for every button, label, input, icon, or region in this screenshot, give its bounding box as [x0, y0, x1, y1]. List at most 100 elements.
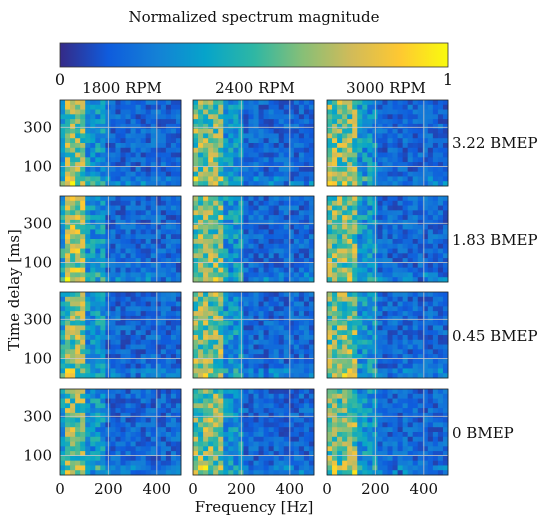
heatmap-cell [397, 166, 404, 173]
heatmap-cell [165, 349, 172, 355]
heatmap-cell [332, 200, 338, 206]
heatmap-cell [417, 133, 424, 139]
heatmap-cell [160, 100, 167, 106]
heatmap-cell [332, 320, 338, 326]
heatmap-cell [263, 219, 270, 226]
heatmap-cell [165, 417, 172, 423]
heatmap-cell [422, 296, 429, 302]
heatmap-cell [198, 248, 204, 254]
heatmap-cell [95, 166, 101, 173]
heatmap-cell [75, 296, 81, 302]
heatmap-cell [80, 133, 86, 139]
heatmap-cell [432, 393, 439, 399]
heatmap-cell [243, 123, 249, 130]
heatmap-cell [80, 171, 86, 177]
heatmap-cell [95, 152, 101, 158]
heatmap-cell [263, 398, 270, 404]
heatmap-cell [367, 368, 373, 374]
heatmap-cell [342, 243, 348, 249]
heatmap-cell [115, 277, 121, 283]
heatmap-cell [327, 408, 333, 414]
heatmap-cell [233, 234, 239, 240]
heatmap-cell [95, 389, 101, 395]
heatmap-cell [253, 358, 259, 365]
heatmap-cell [85, 349, 91, 355]
heatmap-cell [150, 455, 157, 462]
heatmap-cell [387, 296, 393, 302]
heatmap-cell [248, 176, 254, 182]
heatmap-cell [278, 363, 285, 369]
heatmap-cell [273, 451, 280, 457]
heatmap-cell [427, 205, 434, 211]
heatmap-cell [218, 215, 224, 221]
heatmap-cell [110, 470, 116, 476]
heatmap-cell [198, 176, 204, 182]
heatmap-cell [288, 358, 295, 365]
heatmap-cell [65, 460, 71, 466]
heatmap-cell [125, 470, 131, 476]
heatmap-cell [100, 152, 106, 158]
heatmap-cell [60, 196, 66, 202]
heatmap-cell [367, 152, 373, 158]
heatmap-cell [402, 128, 409, 134]
heatmap-cell [223, 320, 229, 326]
heatmap-cell [135, 339, 142, 345]
heatmap-cell [208, 451, 214, 457]
heatmap-cell [298, 171, 305, 177]
heatmap-cell [382, 229, 388, 235]
heatmap-cell [382, 330, 388, 336]
heatmap-cell [120, 104, 126, 110]
heatmap-cell [90, 465, 96, 471]
heatmap-cell [60, 267, 66, 273]
heatmap-cell [253, 320, 259, 326]
heatmap-cell [198, 171, 204, 177]
heatmap-cell [402, 176, 409, 182]
heatmap-cell [412, 109, 419, 115]
heatmap-cell [337, 262, 343, 269]
heatmap-cell [248, 460, 254, 466]
heatmap-cell [278, 296, 285, 302]
heatmap-cell [213, 292, 219, 298]
heatmap-cell [155, 119, 162, 125]
heatmap-cell [150, 417, 157, 423]
heatmap-cell [145, 147, 152, 153]
heatmap-cell [293, 422, 300, 428]
heatmap-cell [422, 109, 429, 115]
heatmap-cell [308, 114, 315, 120]
heatmap-cell [115, 315, 121, 322]
heatmap-cell [367, 315, 373, 322]
heatmap-cell [283, 441, 290, 447]
heatmap-cell [155, 176, 162, 182]
heatmap-cell [193, 219, 199, 226]
heatmap-cell [140, 315, 147, 322]
heatmap-cell [175, 224, 182, 230]
heatmap-cell [327, 215, 333, 221]
heatmap-cell [243, 104, 249, 110]
heatmap-cell [367, 224, 373, 230]
heatmap-cell [145, 470, 152, 476]
heatmap-cell [203, 408, 209, 414]
heatmap-cell [165, 292, 172, 298]
heatmap-cell [392, 358, 398, 365]
heatmap-cell [65, 427, 71, 433]
heatmap-cell [407, 320, 414, 326]
heatmap-cell [402, 181, 409, 187]
heatmap-cell [387, 292, 393, 298]
heatmap-cell [293, 200, 300, 206]
heatmap-cell [327, 296, 333, 302]
heatmap-cell [175, 393, 182, 399]
heatmap-cell [303, 436, 310, 442]
heatmap-cell [90, 272, 96, 278]
heatmap-cell [243, 432, 249, 438]
heatmap-cell [130, 100, 137, 106]
heatmap-cell [243, 398, 249, 404]
heatmap-cell [432, 315, 439, 322]
heatmap-cell [367, 162, 373, 168]
heatmap-cell [273, 171, 280, 177]
heatmap-cell [273, 373, 280, 379]
heatmap-cell [120, 171, 126, 177]
heatmap-cell [243, 470, 249, 476]
heatmap-cell [90, 311, 96, 317]
heatmap-cell [332, 363, 338, 369]
heatmap-cell [258, 358, 264, 365]
